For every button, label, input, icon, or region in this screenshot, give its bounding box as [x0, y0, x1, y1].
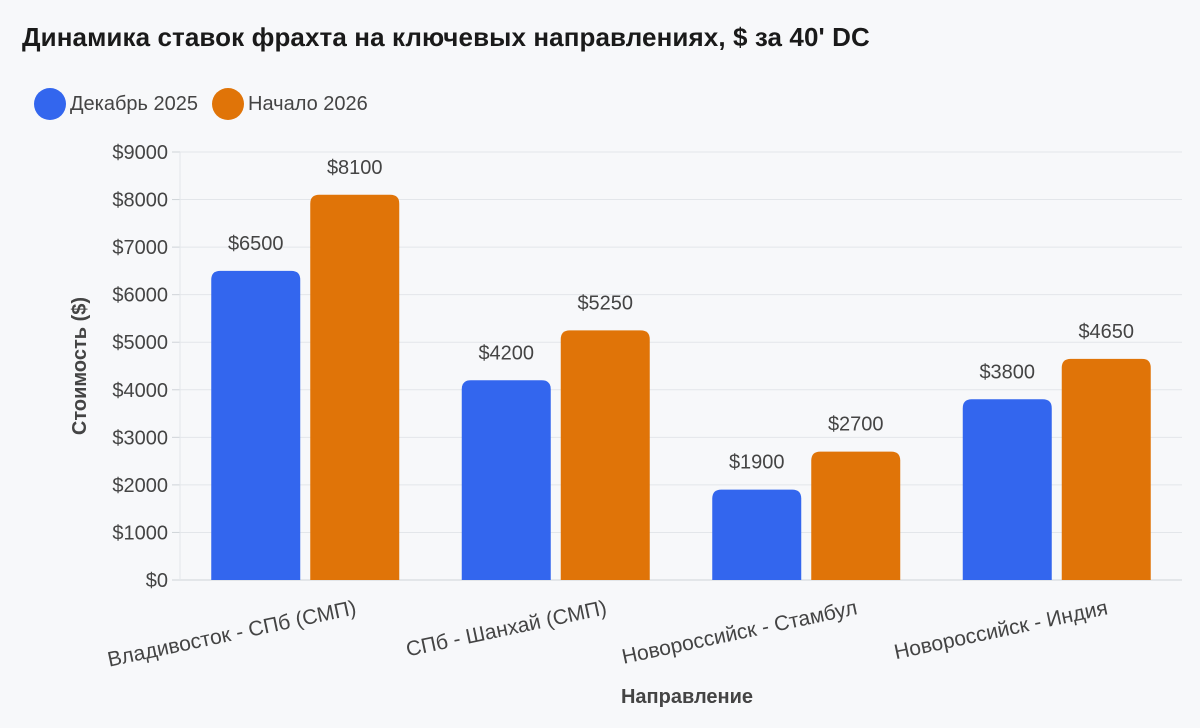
x-axis-title: Направление [621, 686, 753, 708]
y-tick-label: $5000 [112, 332, 168, 354]
y-tick-label: $2000 [112, 475, 168, 497]
data-label: $4650 [1078, 321, 1134, 343]
y-tick-label: $3000 [112, 427, 168, 449]
data-label: $5250 [577, 292, 633, 314]
bar [211, 270, 301, 580]
x-tick-label: Новороссийск - Стамбул [620, 596, 859, 668]
bar [962, 399, 1052, 580]
y-tick-label: $9000 [112, 142, 168, 164]
y-tick-label: $6000 [112, 285, 168, 307]
bar [811, 451, 901, 580]
y-tick-label: $8000 [112, 190, 168, 212]
data-label: $6500 [228, 233, 284, 255]
y-tick-label: $0 [146, 570, 168, 592]
y-tick-label: $7000 [112, 237, 168, 259]
bar [461, 380, 551, 580]
legend-label-early-2026: Начало 2026 [248, 92, 368, 115]
bar [560, 330, 650, 580]
bar [1061, 358, 1151, 580]
legend-swatch-dec-2025 [34, 88, 66, 120]
bar [712, 489, 802, 580]
data-label: $8100 [327, 157, 383, 179]
data-label: $1900 [729, 452, 785, 474]
legend-item-early-2026[interactable]: Начало 2026 [212, 88, 368, 120]
data-label: $2700 [828, 414, 884, 436]
data-label: $4200 [478, 342, 534, 364]
bar [310, 194, 400, 581]
legend-swatch-early-2026 [212, 88, 245, 120]
y-tick-label: $1000 [112, 522, 168, 544]
legend-label-dec-2025: Декабрь 2025 [70, 92, 199, 115]
legend: Декабрь 2025 Начало 2026 [34, 88, 382, 120]
x-tick-label: Новороссийск - Индия [892, 596, 1110, 664]
x-tick-label: Владивосток - СПб (СМП) [105, 596, 358, 671]
data-label: $3800 [979, 361, 1035, 383]
y-tick-label: $4000 [112, 380, 168, 402]
chart-title: Динамика ставок фрахта на ключевых напра… [22, 22, 870, 52]
x-tick-label: СПб - Шанхай (СМП) [404, 596, 609, 661]
legend-item-dec-2025[interactable]: Декабрь 2025 [34, 88, 198, 120]
y-axis-title: Стоимость ($) [69, 297, 91, 435]
